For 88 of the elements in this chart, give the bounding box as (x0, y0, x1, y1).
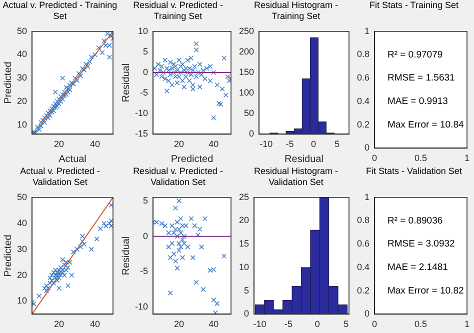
y-tick-label: 1 (364, 26, 370, 36)
annotation: RMSE = 1.5631 (387, 72, 455, 84)
y-tick-label: 10 (16, 296, 28, 306)
x-tick-label: 20 (54, 319, 64, 330)
y-tick-label: 40 (16, 218, 28, 228)
y-tick-label: 5 (142, 46, 148, 56)
y-tick-label: 5 (244, 285, 250, 296)
chart-title: Residual v. Predicted - Training Set (132, 0, 224, 23)
x-tick-label: 40 (90, 319, 100, 330)
x-tick-label: 5 (344, 319, 349, 330)
y-tick-label: 10 (238, 262, 250, 272)
y-tick-label: 30 (16, 244, 28, 254)
x-axis-title: Predicted (170, 154, 214, 165)
annotation: Max Error = 10.84 (387, 119, 464, 130)
y-tick-label: 0 (142, 230, 148, 241)
chart-title: Fit Stats - Validation Set (365, 166, 463, 178)
chart-title: Fit Stats - Training Set (368, 0, 460, 12)
y-tick-label: 0.6 (356, 238, 370, 249)
x-tick-label: 40 (90, 139, 100, 150)
x-tick-label: 20 (174, 319, 184, 330)
x-tick-label: 1 (464, 153, 470, 164)
y-tick-label: 0 (364, 308, 370, 319)
y-tick-label: 1 (364, 192, 370, 202)
y-tick-label: -15 (134, 128, 148, 139)
y-tick-label: 0.4 (356, 96, 370, 106)
y-axis-title: Predicted (2, 234, 14, 277)
y-tick-label: 15 (238, 238, 250, 249)
y-tick-label: 100 (238, 88, 254, 98)
y-tick-label: 0.6 (356, 72, 370, 83)
y-axis-title: Predicted (2, 62, 14, 104)
y-tick-label: 0.4 (356, 262, 370, 272)
y-tick-label: 0.8 (356, 49, 370, 60)
y-tick-label: 200 (238, 46, 254, 56)
x-tick-label: 5 (334, 139, 340, 150)
annotation: RMSE = 3.0932 (387, 238, 455, 250)
y-tick-label: 10 (138, 26, 148, 36)
y-tick-label: 50 (16, 192, 28, 202)
y-tick-label: -5 (140, 266, 148, 276)
x-tick-label: -5 (284, 319, 293, 330)
x-tick-label: -10 (260, 139, 273, 150)
x-tick-label: 0 (372, 319, 378, 330)
y-axis-title: Residual (120, 236, 132, 276)
chart-title: Actual v. Predicted - Validation Set (19, 166, 101, 189)
y-tick-label: 30 (16, 72, 28, 83)
x-tick-label: 0.5 (414, 319, 428, 330)
y-tick-label: 20 (16, 270, 28, 280)
y-tick-label: 0 (142, 67, 148, 78)
y-tick-label: 10 (16, 119, 28, 130)
y-tick-label: 25 (238, 192, 250, 202)
y-tick-label: 40 (16, 49, 28, 60)
x-tick-label: 40 (208, 139, 219, 150)
y-tick-label: 250 (238, 26, 254, 36)
x-tick-label: 40 (208, 319, 219, 330)
annotation: MAE = 2.1481 (387, 262, 448, 274)
y-tick-label: 20 (16, 96, 28, 106)
y-tick-label: 0 (244, 308, 250, 319)
x-axis-title: Residual (284, 154, 324, 165)
y-tick-label: 5 (142, 195, 148, 206)
y-tick-label: 0 (249, 128, 254, 139)
y-tick-label: 150 (238, 67, 254, 78)
chart-title: Actual v. Predicted - Training Set (2, 0, 118, 23)
y-tick-label: -10 (134, 108, 148, 118)
y-axis-title: Residual (120, 63, 132, 102)
chart-title: Residual Histogram - Validation Set (252, 166, 340, 189)
y-tick-label: 50 (16, 26, 28, 36)
annotation: MAE = 0.9913 (387, 96, 448, 108)
x-tick-label: 0.5 (414, 153, 428, 164)
annotation: R² = 0.97079 (387, 49, 443, 60)
y-tick-label: 50 (244, 108, 254, 118)
x-tick-label: -5 (286, 139, 294, 150)
annotation: R² = 0.89036 (387, 215, 443, 226)
x-axis-title: Actual (58, 154, 86, 165)
y-tick-label: 20 (238, 215, 250, 226)
chart-title: Residual Histogram - Training Set (252, 0, 340, 23)
chart-title: Residual v. Predicted - Validation Set (132, 166, 224, 189)
x-tick-label: 0 (372, 153, 378, 164)
y-tick-label: 0.2 (356, 285, 370, 296)
y-tick-label: 0.8 (356, 215, 370, 226)
x-tick-label: 0 (310, 139, 316, 150)
annotation: Max Error = 10.82 (387, 285, 464, 296)
x-tick-label: -10 (253, 319, 266, 330)
y-tick-label: 0.2 (356, 119, 370, 130)
x-tick-label: 20 (54, 139, 64, 150)
x-tick-label: 1 (464, 319, 470, 330)
y-tick-label: -5 (140, 88, 148, 98)
y-tick-label: -10 (134, 302, 148, 312)
x-tick-label: 20 (174, 139, 184, 150)
x-tick-label: 0 (314, 319, 320, 330)
